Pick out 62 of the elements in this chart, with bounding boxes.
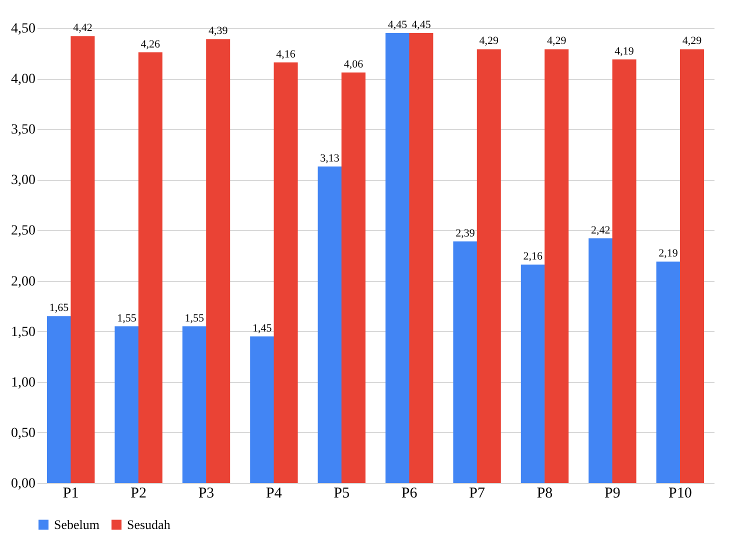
bar [520, 264, 545, 483]
data-label: 4,42 [73, 22, 92, 34]
data-label: 2,16 [523, 250, 544, 263]
bar [656, 262, 680, 483]
data-label: 4,29 [479, 35, 500, 48]
bar [386, 33, 410, 483]
x-tick-label: P9 [604, 486, 620, 502]
bar [182, 326, 206, 483]
data-label: 2,42 [590, 224, 610, 236]
y-tick-label: 1,00 [11, 375, 36, 390]
data-label: 4,29 [682, 35, 702, 48]
bar [70, 36, 95, 483]
data-label: 2,39 [456, 227, 476, 240]
bar [612, 59, 636, 483]
bar [250, 336, 274, 483]
data-label: 2,19 [658, 248, 678, 260]
x-tick-label: P5 [334, 486, 350, 502]
bar [588, 238, 613, 483]
legend-label: Sebelum [54, 516, 100, 532]
y-tick-label: 1,50 [11, 324, 36, 340]
x-tick-label: P8 [536, 486, 553, 502]
data-label: 4,39 [208, 25, 228, 38]
data-label: 4,45 [412, 19, 432, 32]
bar [206, 39, 230, 483]
y-tick-label: 2,50 [11, 224, 36, 239]
bar [274, 62, 298, 483]
y-tick-label: 3,50 [11, 122, 36, 138]
data-label: 1,65 [49, 302, 70, 314]
bar [544, 49, 569, 483]
data-label: 1,55 [117, 312, 137, 324]
data-label: 3,13 [320, 152, 340, 165]
y-tick-label: 2,00 [11, 274, 36, 290]
y-tick-label: 3,00 [11, 173, 36, 188]
x-tick-label: P4 [266, 486, 282, 502]
legend-label: Sesudah [127, 516, 171, 532]
bar [453, 241, 478, 483]
y-tick-label: 4,50 [11, 22, 36, 36]
x-tick-label: P6 [401, 486, 418, 502]
data-label: 1,55 [184, 312, 205, 324]
bar [114, 326, 139, 483]
bar [476, 49, 501, 483]
y-tick-label: 0,50 [11, 426, 36, 441]
x-tick-label: P3 [198, 486, 214, 502]
bar [342, 72, 366, 483]
bar [47, 316, 72, 483]
y-tick-label: 0,00 [11, 476, 36, 492]
data-label: 4,19 [614, 45, 634, 58]
x-tick-label: P7 [469, 486, 486, 502]
data-label: 4,45 [388, 19, 408, 32]
data-label: 4,29 [546, 35, 567, 48]
data-label: 4,16 [276, 48, 296, 60]
x-tick-label: P2 [130, 486, 146, 502]
bar [138, 52, 162, 483]
bar [409, 33, 434, 483]
x-tick-label: P10 [668, 486, 692, 502]
bar [680, 49, 704, 483]
data-label: 4,06 [344, 58, 364, 70]
data-label: 1,45 [252, 322, 272, 334]
y-tick-label: 4,00 [11, 72, 36, 88]
bar [318, 166, 342, 483]
x-tick-label: P1 [62, 486, 79, 502]
data-label: 4,26 [140, 38, 161, 50]
